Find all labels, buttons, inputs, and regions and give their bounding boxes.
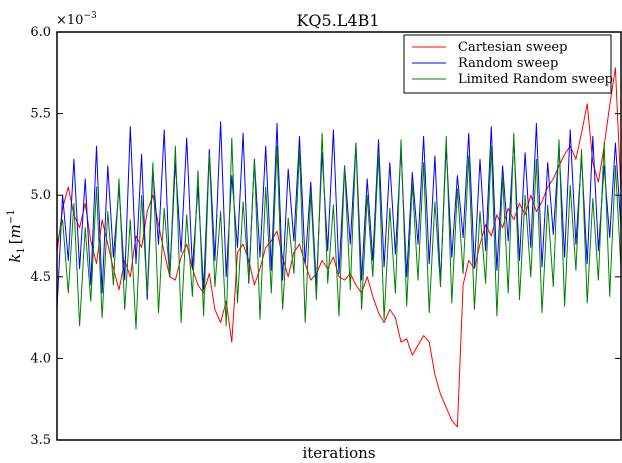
y-label-base: k bbox=[6, 254, 24, 263]
x-axis-label: iterations bbox=[302, 444, 375, 462]
y-label-sub: 1 bbox=[16, 247, 27, 253]
y-tick-label: 5.0 bbox=[30, 188, 51, 203]
y-tick-label: 4.5 bbox=[30, 270, 51, 285]
series-line-limited-random-sweep bbox=[57, 132, 621, 330]
y-label-sup: −1 bbox=[6, 209, 17, 224]
y-axis-label: k1 [m−1 bbox=[6, 209, 27, 262]
y-label-open: [ bbox=[6, 238, 24, 244]
legend-box bbox=[403, 34, 612, 94]
plot-frame bbox=[56, 31, 622, 441]
y-ticks: 3.5 4.0 4.5 5.0 5.5 6.0 bbox=[30, 25, 621, 448]
chart-title: KQ5.L4B1 bbox=[296, 11, 379, 30]
y-tick-label: 6.0 bbox=[30, 25, 51, 40]
plot-area: 3.5 4.0 4.5 5.0 5.5 6.0 bbox=[30, 25, 622, 448]
legend-label: Random sweep bbox=[458, 56, 558, 71]
legend-label: Cartesian sweep bbox=[458, 40, 567, 55]
y-multiplier-prefix: ×10 bbox=[56, 13, 83, 28]
y-multiplier: ×10−3 bbox=[56, 11, 97, 28]
y-tick-label: 3.5 bbox=[30, 433, 51, 448]
legend-label: Limited Random sweep bbox=[458, 72, 613, 87]
y-multiplier-exponent: −3 bbox=[83, 11, 97, 21]
series-line-random-sweep bbox=[57, 121, 621, 310]
series-line-cartesian-sweep bbox=[57, 67, 621, 428]
y-tick-label: 5.5 bbox=[30, 107, 51, 122]
y-tick-label: 4.0 bbox=[30, 351, 51, 366]
y-label-unit: m bbox=[6, 224, 24, 238]
series-layer bbox=[57, 67, 621, 428]
